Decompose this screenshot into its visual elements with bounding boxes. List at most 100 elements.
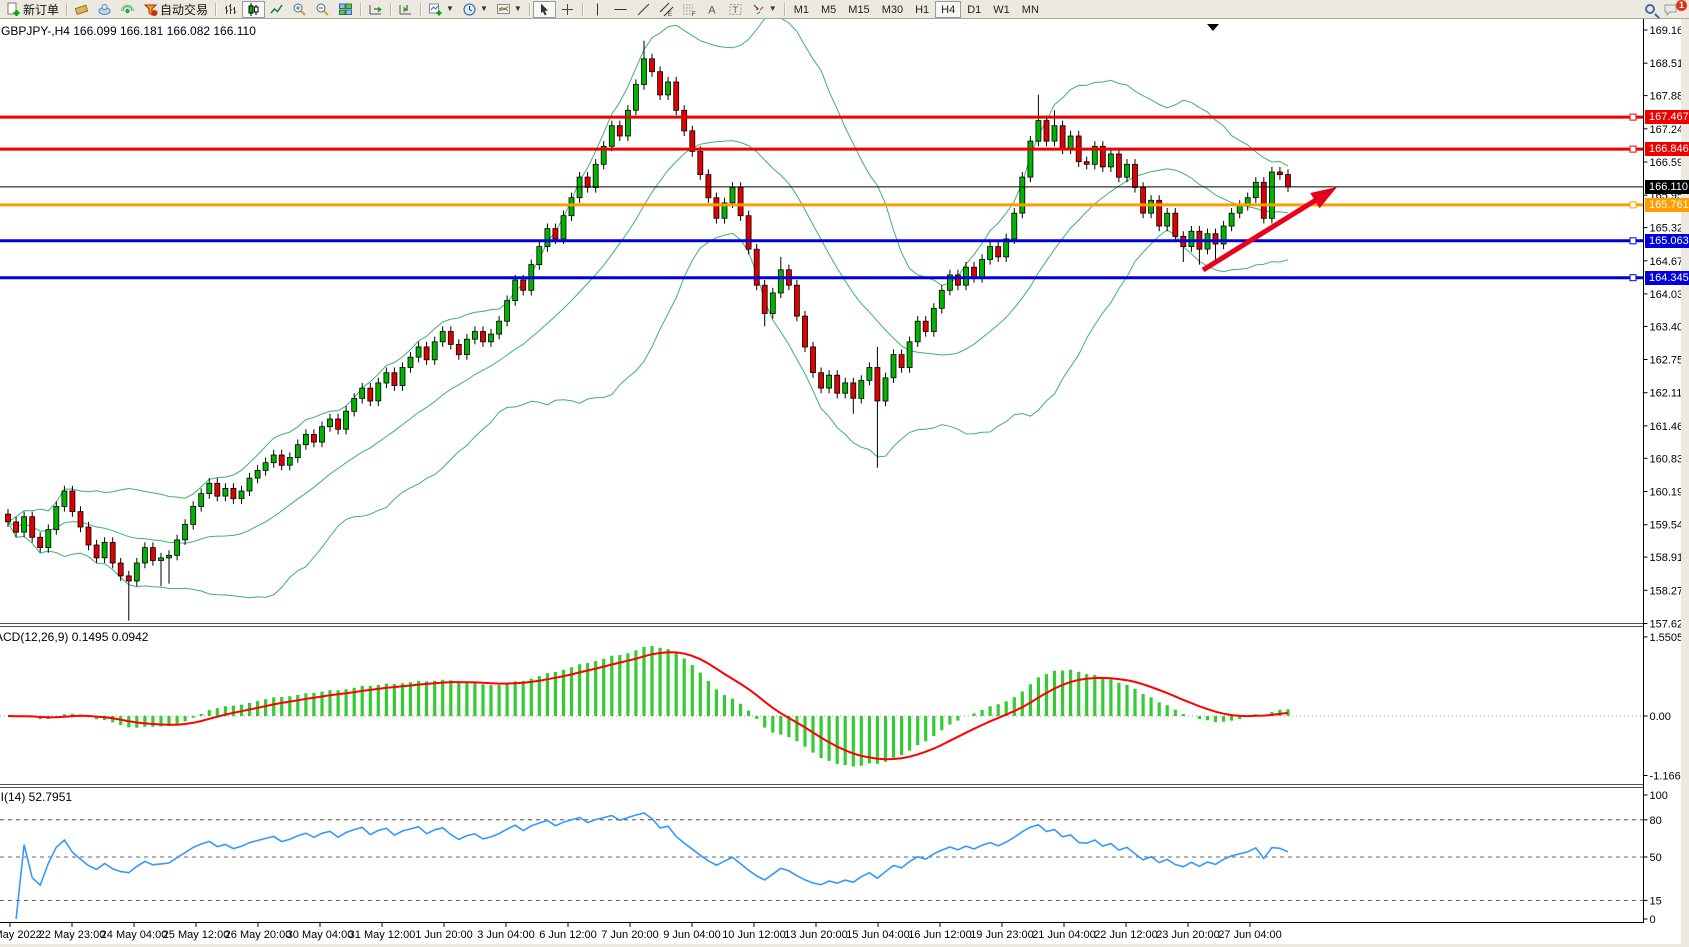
macd-indicator-label: MACD(12,26,9) 0.1495 0.0942 — [0, 630, 149, 644]
hline-167.467[interactable] — [0, 113, 1644, 121]
hline-icon — [614, 8, 627, 10]
search-button[interactable] — [1641, 1, 1659, 18]
new-chart-button[interactable] — [70, 1, 93, 18]
horizontal-line-tool-button[interactable] — [609, 1, 632, 18]
svg-text:164.030: 164.030 — [1650, 289, 1689, 301]
price-badge-166.846: 166.846 — [1645, 142, 1689, 156]
svg-text:100: 100 — [1650, 790, 1668, 802]
templates-dropdown-arrow[interactable]: ▼ — [513, 4, 522, 13]
toolbar-separator — [66, 2, 68, 16]
chart-shift-button[interactable] — [394, 1, 417, 18]
auto-scroll-button[interactable] — [364, 1, 387, 18]
svg-text:160.190: 160.190 — [1650, 487, 1689, 499]
fibonacci-tool-button[interactable]: F — [678, 1, 701, 18]
hline-166.846[interactable] — [0, 145, 1644, 153]
pane-dividers[interactable] — [0, 623, 1644, 788]
hline-164.345[interactable] — [0, 274, 1644, 282]
svg-text:163.400: 163.400 — [1650, 321, 1689, 333]
tf-button-D1[interactable]: D1 — [967, 3, 982, 16]
indicators-button[interactable]: ▼ — [424, 1, 458, 18]
candlestick-series — [5, 40, 1291, 621]
zoom-out-button[interactable] — [311, 1, 334, 18]
new-order-icon — [7, 2, 20, 16]
line-chart-button[interactable] — [265, 1, 288, 18]
svg-text:22 Jun 12:00: 22 Jun 12:00 — [1094, 929, 1158, 941]
auto-trading-button[interactable]: 自动交易 — [139, 1, 212, 18]
channel-tool-button[interactable]: E — [655, 1, 678, 18]
svg-text:162.110: 162.110 — [1650, 388, 1689, 400]
tf-button-H4[interactable]: H4 — [935, 0, 962, 18]
svg-text:80: 80 — [1650, 815, 1662, 827]
price-badge-167.467: 167.467 — [1645, 110, 1689, 124]
signals-button[interactable] — [116, 1, 139, 18]
cursor-tool-button[interactable] — [532, 0, 556, 18]
tf-button-M30[interactable]: M30 — [881, 3, 904, 16]
bar-chart-button[interactable] — [219, 1, 242, 18]
templates-button[interactable]: ▼ — [492, 1, 526, 18]
zoom-in-button[interactable] — [288, 1, 311, 18]
vertical-line-tool-button[interactable] — [586, 1, 609, 18]
new-order-label: 新订单 — [23, 2, 60, 17]
crosshair-tool-button[interactable] — [556, 1, 579, 18]
chart-shift-marker[interactable] — [1207, 24, 1219, 31]
fibonacci-icon: F — [682, 4, 696, 17]
price-badge-165.761: 165.761 — [1645, 198, 1689, 212]
tf-button-H1[interactable]: H1 — [915, 3, 930, 16]
arrows-dropdown-arrow[interactable]: ▼ — [768, 4, 777, 13]
indicators-dropdown-arrow[interactable]: ▼ — [446, 4, 454, 13]
zoom-in-icon — [293, 3, 306, 16]
cursor-icon — [540, 3, 548, 15]
svg-text:15 Jun 04:00: 15 Jun 04:00 — [846, 929, 910, 941]
new-order-button[interactable]: 新订单 — [2, 1, 63, 18]
periods-icon — [463, 3, 476, 15]
tf-button-M15[interactable]: M15 — [848, 3, 870, 16]
crosshair-icon — [561, 3, 573, 15]
toolbar-separator — [528, 2, 530, 16]
profiles-button[interactable] — [93, 1, 116, 18]
svg-text:165.320: 165.320 — [1650, 223, 1689, 235]
text-label-tool-button[interactable]: T — [724, 1, 747, 18]
trendline-tool-button[interactable] — [632, 1, 655, 18]
svg-text:167.240: 167.240 — [1650, 124, 1689, 136]
svg-text:A: A — [708, 4, 716, 16]
svg-text:167.885: 167.885 — [1650, 91, 1689, 103]
svg-text:24 May 04:00: 24 May 04:00 — [101, 929, 168, 941]
hline-165.761[interactable] — [0, 201, 1644, 209]
periods-dropdown-arrow[interactable]: ▼ — [479, 4, 488, 13]
rsi-indicator-label: RSI(14) 52.7951 — [0, 790, 73, 804]
toolbar-separator — [390, 2, 392, 16]
tf-button-W1[interactable]: W1 — [993, 3, 1010, 16]
zoom-out-icon — [316, 3, 329, 16]
tile-windows-button[interactable] — [334, 1, 357, 18]
svg-text:164.675: 164.675 — [1650, 256, 1689, 268]
tf-button-M1[interactable]: M1 — [793, 3, 809, 16]
toolbar: 新订单 自动交易 — [0, 0, 1689, 19]
notifications-button[interactable]: 1 — [1659, 0, 1687, 18]
candlestick-chart-button[interactable] — [242, 0, 266, 18]
y-axis-tick-labels: 169.160168.515167.885167.240166.595165.9… — [1643, 25, 1689, 926]
trend-arrow[interactable] — [1201, 187, 1337, 273]
arrows-tool-button[interactable]: ▼ — [747, 1, 781, 18]
text-icon: A — [708, 4, 716, 16]
periods-button[interactable]: ▼ — [458, 1, 492, 18]
hline-165.063[interactable] — [0, 237, 1644, 245]
tf-button-MN[interactable]: MN — [1021, 3, 1039, 16]
svg-text:13 Jun 20:00: 13 Jun 20:00 — [784, 929, 848, 941]
svg-text:22 May 23:00: 22 May 23:00 — [39, 929, 106, 941]
svg-text:159.545: 159.545 — [1650, 520, 1689, 532]
text-tool-button[interactable]: A — [701, 1, 724, 18]
svg-text:20 May 2022: 20 May 2022 — [0, 929, 42, 941]
profiles-icon — [98, 3, 111, 15]
svg-text:30 May 04:00: 30 May 04:00 — [287, 929, 354, 941]
svg-text:15: 15 — [1650, 895, 1662, 907]
tf-button-M5[interactable]: M5 — [821, 3, 837, 16]
new-chart-icon — [74, 4, 89, 15]
autotrade-icon — [143, 4, 158, 16]
svg-text:E: E — [668, 12, 672, 17]
svg-text:9 Jun 04:00: 9 Jun 04:00 — [663, 929, 721, 941]
search-icon — [1645, 4, 1655, 14]
candlestick-icon — [248, 2, 259, 16]
